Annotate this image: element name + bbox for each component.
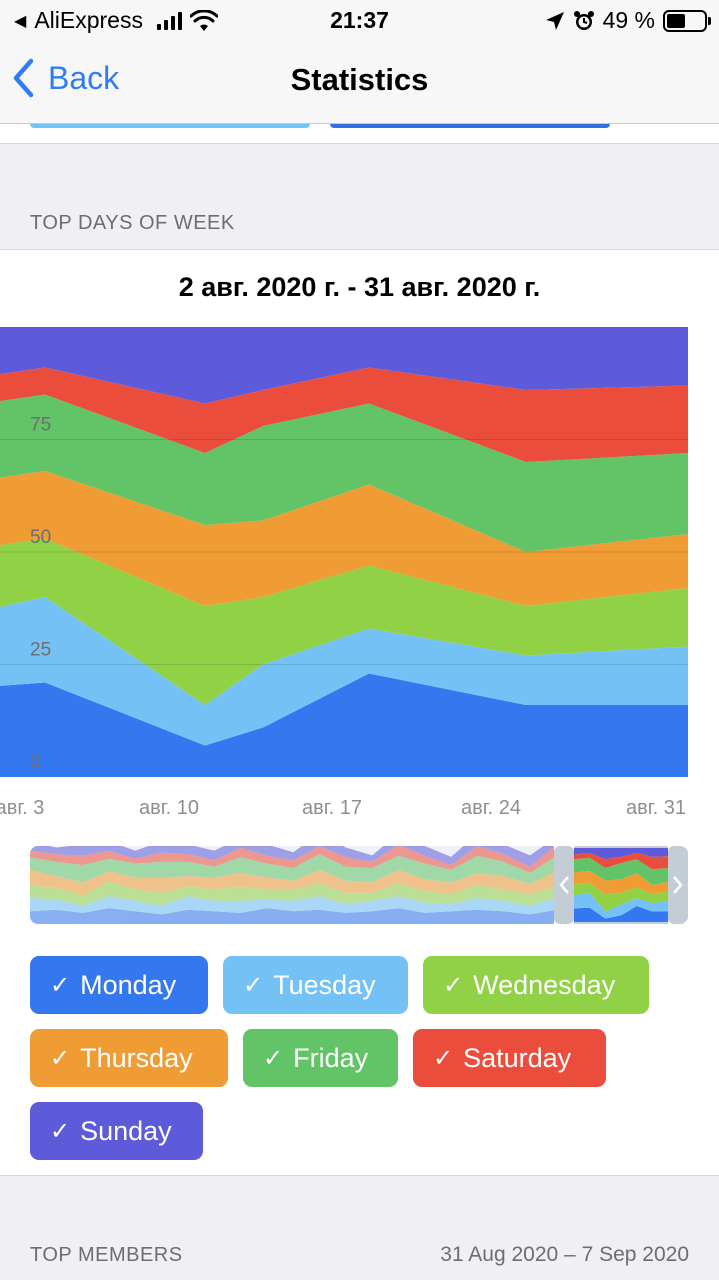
series-area-thursday <box>0 471 688 606</box>
status-left: ◀ AliExpress <box>14 7 218 34</box>
series-area-tuesday <box>0 597 688 746</box>
plot-area <box>0 327 688 777</box>
overview-area-wednesday <box>30 881 688 906</box>
toggle-label: Thursday <box>80 1042 193 1073</box>
section-header-top-members: TOP MEMBERS <box>30 1244 183 1266</box>
toggle-label: Sunday <box>80 1115 172 1146</box>
x-tick-label: авг. 10 <box>139 797 199 819</box>
plot-right-margin <box>688 325 719 779</box>
overview-window-area <box>574 857 668 885</box>
series-area-friday <box>0 394 688 552</box>
previous-toggle-remnant <box>330 124 610 128</box>
overview-minichart <box>30 846 688 924</box>
series-area-monday <box>0 673 688 777</box>
overview-area-tuesday <box>30 896 688 915</box>
overview-area-sunday <box>30 846 688 867</box>
overview-left-handle[interactable] <box>554 846 574 924</box>
section-header-top-days: TOP DAYS OF WEEK <box>30 212 235 234</box>
x-tick-label: авг. 24 <box>461 797 521 819</box>
overview-window-area <box>574 846 668 860</box>
y-tick-label: 25 <box>30 640 51 661</box>
signal-icon <box>156 11 182 30</box>
series-area-sunday <box>0 327 688 404</box>
overview-right-handle[interactable] <box>668 846 688 924</box>
toggle-label: Wednesday <box>473 969 616 1000</box>
overview-window-bottom-border <box>574 922 668 924</box>
handle-left-chevron-icon <box>559 876 569 894</box>
previous-card-remnant <box>0 124 719 144</box>
overview-window-top-border <box>574 846 668 848</box>
location-arrow-icon <box>545 11 564 30</box>
chart-range-title: 2 авг. 2020 г. - 31 авг. 2020 г. <box>178 272 541 302</box>
checkmark-icon: ✓ <box>243 971 264 999</box>
series-area-saturday <box>0 367 688 462</box>
top-days-card: 2 авг. 2020 г. - 31 авг. 2020 г. 0 25 50 75… <box>0 249 719 1176</box>
wifi-icon <box>189 9 218 31</box>
back-button[interactable]: Back <box>12 58 119 98</box>
series-area-wednesday <box>0 538 688 705</box>
toggle-monday[interactable]: ✓ Monday <box>30 956 208 1014</box>
y-tick-label: 50 <box>30 527 51 548</box>
stacked-area-chart[interactable]: 0 25 50 75 авг. 3 авг. 10 авг. 17 авг. 24 авг. 3… <box>0 250 719 830</box>
previous-toggle-remnant <box>30 124 310 128</box>
status-bar: ◀ AliExpress 21:37 49 % <box>0 0 719 40</box>
alarm-icon <box>573 10 594 30</box>
chart-overview-scroller[interactable] <box>30 846 688 924</box>
battery-fill <box>667 13 685 28</box>
status-time: 21:37 <box>330 7 389 33</box>
x-tick-label: авг. 3 <box>0 797 44 819</box>
toggle-thursday[interactable]: ✓ Thursday <box>30 1029 228 1087</box>
toggle-label: Friday <box>293 1042 369 1073</box>
overview-window-area <box>574 882 668 912</box>
toggle-tuesday[interactable]: ✓ Tuesday <box>223 956 408 1014</box>
toggle-friday[interactable]: ✓ Friday <box>243 1029 398 1087</box>
toggle-label: Saturday <box>463 1042 572 1073</box>
overview-area-saturday <box>30 846 688 873</box>
overview-area-monday <box>30 908 688 924</box>
overview-areas <box>30 846 688 924</box>
y-tick-label: 75 <box>30 415 51 436</box>
overview-window-area <box>574 892 668 919</box>
toggle-sunday[interactable]: ✓ Sunday <box>30 1102 203 1160</box>
top-members-date-range: 31 Aug 2020 – 7 Sep 2020 <box>440 1243 689 1266</box>
back-to-app-icon[interactable]: ◀ <box>14 12 27 30</box>
y-tick-label: 0 <box>30 752 41 773</box>
handle-right-chevron-icon <box>673 876 683 894</box>
toggle-label: Tuesday <box>273 969 376 1000</box>
overview-window-area <box>574 853 668 870</box>
battery-icon <box>663 9 711 32</box>
back-button-label: Back <box>48 59 120 96</box>
battery-percent: 49 % <box>602 7 655 33</box>
toggle-label: Monday <box>80 969 177 1000</box>
overview-window-areas <box>574 846 668 924</box>
toggle-saturday[interactable]: ✓ Saturday <box>413 1029 606 1087</box>
checkmark-icon: ✓ <box>433 1044 454 1072</box>
back-to-app-label[interactable]: AliExpress <box>34 7 143 33</box>
back-chevron-icon <box>13 58 34 98</box>
checkmark-icon: ✓ <box>263 1044 284 1072</box>
overview-area-friday <box>30 854 688 884</box>
x-tick-label: авг. 17 <box>302 797 362 819</box>
x-tick-label: авг. 31 <box>626 797 686 819</box>
toggle-wednesday[interactable]: ✓ Wednesday <box>423 956 649 1014</box>
page-title: Statistics <box>290 62 429 97</box>
checkmark-icon: ✓ <box>50 971 71 999</box>
navigation-bar: Back Statistics <box>0 40 719 124</box>
checkmark-icon: ✓ <box>50 1117 71 1145</box>
checkmark-icon: ✓ <box>443 971 464 999</box>
overview-window-area <box>574 906 668 924</box>
status-right: 49 % <box>545 7 711 34</box>
checkmark-icon: ✓ <box>50 1044 71 1072</box>
overview-area-thursday <box>30 869 688 896</box>
